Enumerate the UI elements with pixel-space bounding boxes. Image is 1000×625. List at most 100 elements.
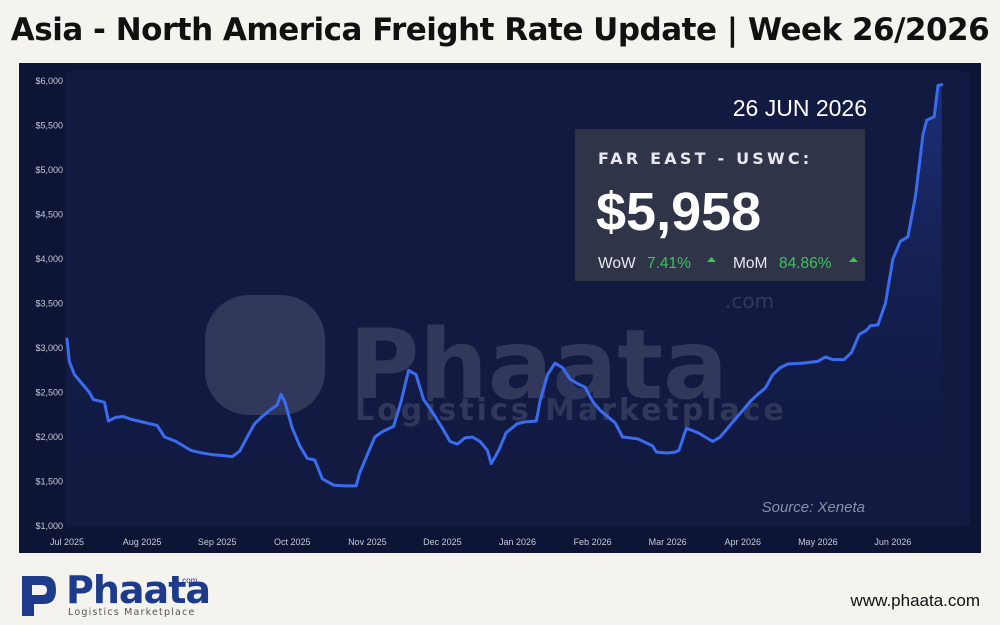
data-point xyxy=(899,240,902,243)
data-point xyxy=(283,400,286,403)
data-point xyxy=(441,427,444,430)
footer-logo-com: .com xyxy=(180,576,198,585)
data-point xyxy=(430,409,433,412)
data-point xyxy=(576,382,579,385)
data-point xyxy=(479,440,481,443)
data-point xyxy=(764,387,767,390)
x-axis: Jul 2025 Aug 2025 Sep 2025 Oct 2025 Nov 2025… xyxy=(50,537,911,547)
data-point xyxy=(876,323,879,326)
data-point xyxy=(114,416,117,419)
x-tick-label: Mar 2026 xyxy=(649,537,687,547)
data-point xyxy=(497,449,500,452)
data-point xyxy=(906,235,909,238)
wow-label: WoW xyxy=(598,255,636,272)
data-point xyxy=(524,420,526,423)
data-point xyxy=(463,436,466,439)
data-point xyxy=(321,477,324,480)
data-point xyxy=(381,430,384,433)
data-point xyxy=(212,453,215,456)
data-point xyxy=(535,420,538,422)
wow-value: 7.41% xyxy=(647,255,691,272)
data-point xyxy=(756,393,759,396)
data-point xyxy=(415,373,418,376)
y-tick-label: $5,500 xyxy=(35,121,63,131)
data-point xyxy=(189,449,192,452)
data-point xyxy=(253,422,256,425)
data-point xyxy=(816,360,819,363)
data-point xyxy=(343,484,346,487)
data-point xyxy=(869,324,872,327)
data-point xyxy=(505,431,508,434)
route-label: FAR EAST - USWC: xyxy=(598,149,812,168)
y-tick-label: $1,500 xyxy=(35,477,63,487)
data-point xyxy=(129,418,132,421)
data-point xyxy=(655,451,658,454)
data-point xyxy=(238,450,241,453)
data-point xyxy=(298,444,301,447)
data-point xyxy=(696,431,699,434)
data-point xyxy=(332,484,335,487)
footer-logo[interactable]: Phaata .com Logistics Marketplace xyxy=(18,568,218,618)
mom-triangle-up-icon xyxy=(849,257,858,262)
data-point xyxy=(801,362,804,365)
price-value: $5,958 xyxy=(596,182,761,242)
data-point xyxy=(636,437,639,440)
data-point xyxy=(711,440,714,443)
freight-rate-chart: Phaata .com Logistics Marketplace $1,000… xyxy=(35,71,970,547)
source-label: Source: Xeneta xyxy=(762,499,865,516)
data-point xyxy=(922,133,924,136)
data-point xyxy=(392,425,395,428)
data-point xyxy=(137,420,140,422)
wow-triangle-up-icon xyxy=(707,257,716,262)
data-point xyxy=(223,454,226,457)
data-point xyxy=(73,373,76,376)
data-point xyxy=(719,436,722,438)
data-point xyxy=(786,363,789,365)
x-tick-label: May 2026 xyxy=(798,537,838,547)
watermark: Phaata .com Logistics Marketplace xyxy=(205,289,784,428)
price-card-bg xyxy=(575,129,865,281)
website-link[interactable]: www.phaata.com xyxy=(850,591,980,610)
data-point xyxy=(824,355,827,358)
phaata-logo-icon xyxy=(22,576,56,616)
data-point xyxy=(306,457,309,460)
x-tick-label: Aug 2025 xyxy=(123,537,162,547)
data-point xyxy=(144,421,147,424)
data-point xyxy=(674,451,677,454)
data-point xyxy=(400,400,403,403)
y-tick-label: $4,500 xyxy=(35,210,63,220)
x-tick-label: Oct 2025 xyxy=(274,537,311,547)
data-point xyxy=(554,362,556,365)
y-tick-label: $6,000 xyxy=(35,76,63,86)
y-tick-label: $4,000 xyxy=(35,254,63,264)
data-point xyxy=(651,444,654,447)
data-point xyxy=(422,398,425,401)
data-point xyxy=(914,195,917,198)
data-point xyxy=(268,409,271,412)
series-points xyxy=(66,83,943,487)
data-point xyxy=(749,400,752,403)
data-point xyxy=(614,421,617,424)
data-point xyxy=(940,83,943,86)
data-point xyxy=(122,415,125,418)
data-point xyxy=(182,444,185,447)
y-tick-label: $3,000 xyxy=(35,343,63,353)
data-point xyxy=(456,443,459,446)
data-point xyxy=(644,441,647,444)
y-axis: $1,000 $1,500 $2,000 $2,500 $3,000 $3,500 $4,0… xyxy=(35,76,63,531)
data-point xyxy=(163,436,166,438)
data-point xyxy=(546,373,549,376)
data-point xyxy=(246,436,249,438)
data-point xyxy=(516,422,519,425)
data-point xyxy=(937,84,939,87)
data-point xyxy=(486,449,489,452)
data-point xyxy=(156,424,159,427)
data-point xyxy=(107,420,110,422)
data-point xyxy=(313,459,316,462)
data-point xyxy=(843,358,846,361)
data-point xyxy=(103,401,106,404)
series-area xyxy=(67,84,942,526)
data-point xyxy=(831,358,834,361)
y-tick-label: $3,500 xyxy=(35,299,63,309)
data-point xyxy=(407,369,410,372)
